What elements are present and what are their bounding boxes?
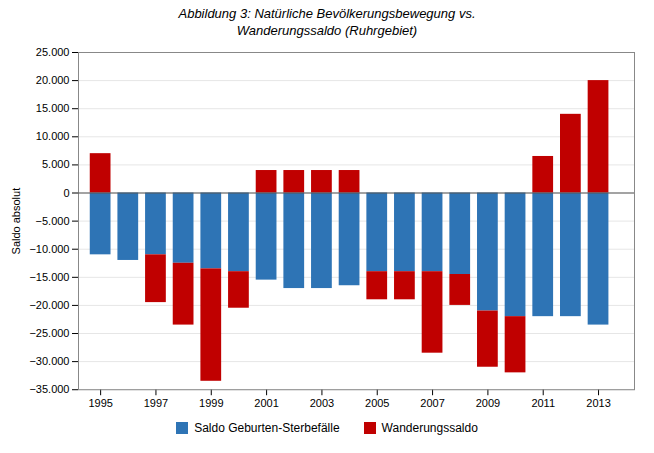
svg-text:20.000: 20.000 <box>36 74 70 86</box>
svg-text:2009: 2009 <box>476 396 500 408</box>
svg-text:−25.000: −25.000 <box>29 327 69 339</box>
svg-text:1997: 1997 <box>144 396 168 408</box>
html-text:Wanderungssaldo: Wanderungssaldo <box>381 421 478 435</box>
svg-text:2007: 2007 <box>420 396 444 408</box>
svg-text:1995: 1995 <box>88 396 112 408</box>
svg-text:2005: 2005 <box>365 396 389 408</box>
svg-text:2011: 2011 <box>531 396 555 408</box>
svg-text:2013: 2013 <box>586 396 610 408</box>
svg-text:−20.000: −20.000 <box>29 299 69 311</box>
svg-text:Saldo absolut: Saldo absolut <box>10 188 22 255</box>
svg-text:25.000: 25.000 <box>36 46 70 58</box>
svg-text:−30.000: −30.000 <box>29 355 69 367</box>
svg-text:−35.000: −35.000 <box>29 383 69 395</box>
svg-text:15.000: 15.000 <box>36 102 70 114</box>
html-text:Saldo Geburten-Sterbefälle: Saldo Geburten-Sterbefälle <box>194 421 340 435</box>
svg-text:2001: 2001 <box>254 396 278 408</box>
svg-text:5.000: 5.000 <box>42 158 70 170</box>
svg-text:0: 0 <box>63 186 69 198</box>
svg-text:−5.000: −5.000 <box>36 214 70 226</box>
svg-text:−10.000: −10.000 <box>29 243 69 255</box>
svg-text:1999: 1999 <box>199 396 223 408</box>
svg-text:−15.000: −15.000 <box>29 271 69 283</box>
svg-text:10.000: 10.000 <box>36 130 70 142</box>
svg-text:2003: 2003 <box>310 396 334 408</box>
html-text:Abbildung 3: Natürliche Bevölk: Abbildung 3: Natürliche Bevölkerungsbewe… <box>178 6 476 38</box>
